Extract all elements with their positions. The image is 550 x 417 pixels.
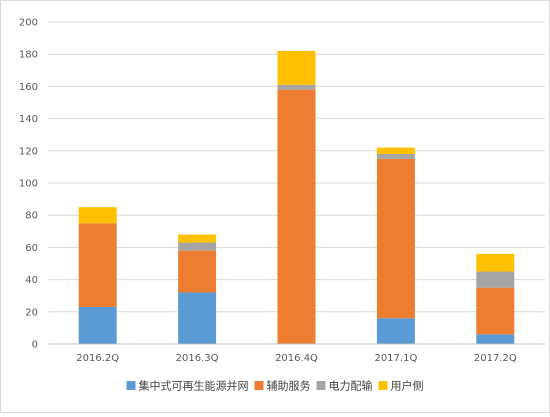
x-tick-label: 2017.1Q — [374, 353, 417, 364]
bar-segment — [78, 207, 117, 224]
y-tick-label: 100 — [19, 179, 38, 190]
y-tick-label: 0 — [32, 340, 38, 351]
x-tick-label: 2016.2Q — [76, 353, 119, 364]
y-tick-label: 200 — [19, 18, 38, 29]
bar-segment — [178, 292, 217, 344]
bar-segment — [476, 334, 515, 344]
bars — [78, 50, 515, 345]
bar-segment — [277, 50, 316, 85]
legend-swatch — [316, 381, 326, 390]
bar-segment — [476, 287, 515, 335]
legend-label: 辅助服务 — [267, 379, 311, 393]
legend: 集中式可再生能源并网 辅助服务 电力配输 用户侧 — [126, 379, 424, 393]
bar-segment — [476, 271, 515, 288]
bar-segment — [277, 89, 316, 345]
axes: 0 20 40 60 80 100 120 140 160 180 200 2016.2Q 2016.3… — [19, 18, 545, 364]
y-tick-label: 60 — [25, 243, 38, 254]
x-tick-label: 2016.3Q — [176, 353, 219, 364]
x-tick-label: 2017.2Q — [474, 353, 517, 364]
bar-segment — [376, 158, 415, 319]
bar-segment — [376, 154, 415, 159]
bar-segment — [78, 223, 117, 307]
bar-segment — [178, 234, 217, 243]
y-tick-label: 80 — [25, 211, 38, 222]
legend-label: 电力配输 — [329, 379, 373, 393]
y-tick-label: 20 — [25, 307, 38, 318]
y-tick-label: 40 — [25, 275, 38, 286]
bar-segment — [476, 253, 515, 272]
y-tick-label: 160 — [19, 82, 38, 93]
bar-segment — [178, 250, 217, 293]
bar-segment — [277, 84, 316, 90]
bar-segment — [376, 147, 415, 155]
legend-label: 用户侧 — [391, 379, 424, 393]
y-tick-label: 180 — [19, 50, 38, 61]
y-tick-label: 120 — [19, 146, 38, 157]
legend-swatch — [254, 381, 264, 390]
legend-swatch — [126, 381, 136, 390]
bar-segment — [178, 242, 217, 251]
bar-segment — [376, 318, 415, 344]
bar-segment — [78, 306, 117, 344]
x-tick-label: 2016.4Q — [275, 353, 318, 364]
y-tick-label: 140 — [19, 114, 38, 125]
legend-swatch — [378, 381, 388, 390]
legend-label: 集中式可再生能源并网 — [139, 379, 249, 393]
